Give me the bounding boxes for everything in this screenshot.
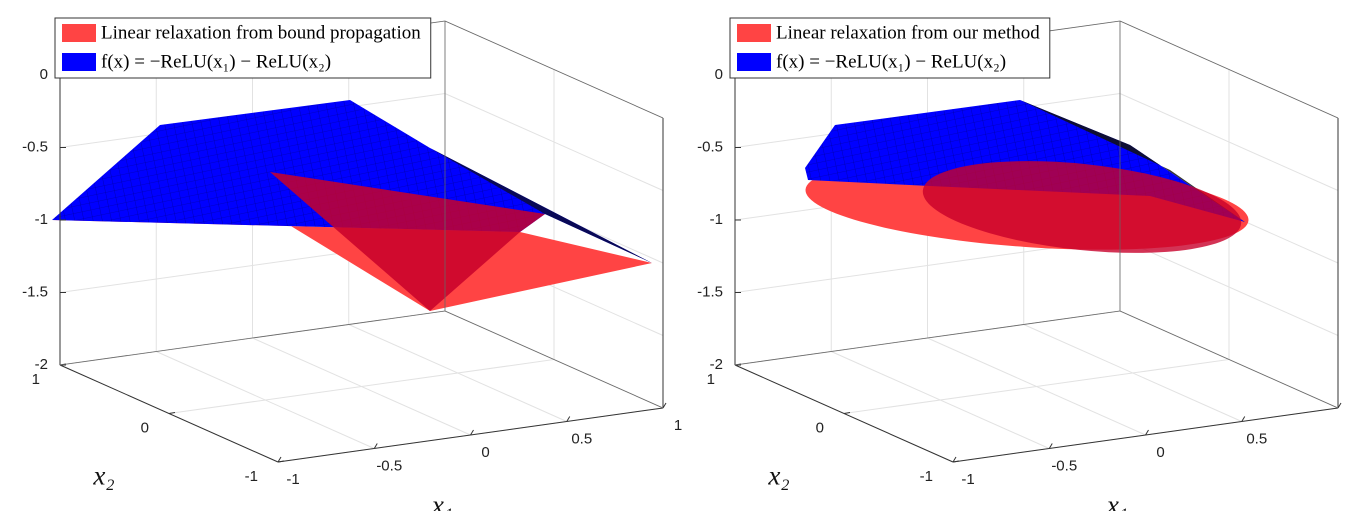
relaxation-surface (52, 195, 652, 311)
z-tick-label: -2 (35, 356, 48, 373)
z-tick-label: 0 (715, 66, 723, 83)
z-tick-label: -0.5 (22, 138, 48, 155)
axis-line (59, 310, 446, 366)
x-axis-label: x₁ (431, 490, 453, 511)
tick-mark (566, 416, 571, 422)
legend-label: f(x) = −ReLU(x₁) − ReLU(x₂) (776, 51, 1006, 72)
y-tick-label: 1 (32, 371, 40, 388)
x-tick-label: -1 (286, 471, 299, 488)
z-tick-label: -0.5 (697, 138, 723, 155)
tick-mark (168, 412, 176, 414)
legend-label: Linear relaxation from our method (776, 22, 1040, 43)
relaxation-overlap (270, 172, 545, 311)
z-tick-label: -1.5 (22, 283, 48, 300)
y-tick-label: -1 (920, 468, 933, 485)
legend-swatch (737, 53, 771, 71)
x-tick-label: -0.5 (1051, 457, 1077, 474)
z-tick-label: -1 (35, 211, 48, 228)
z-tick-label: -1.5 (697, 283, 723, 300)
y-tick-label: 1 (707, 371, 715, 388)
legend-swatch (62, 53, 96, 71)
axis-line (444, 20, 664, 119)
axis-line (444, 310, 664, 409)
axis-line (1119, 310, 1339, 409)
surface-shade (430, 148, 652, 263)
x-axis-label: x₁ (1106, 490, 1128, 511)
axis-line (277, 407, 664, 463)
tick-mark (843, 412, 851, 414)
legend (729, 17, 1051, 79)
tick-mark (1048, 443, 1053, 449)
z-tick-label: -1 (710, 211, 723, 228)
legend (54, 17, 432, 79)
axis-line (59, 364, 279, 463)
x-tick-label: 0 (481, 444, 489, 461)
y-axis-label: x₂ (92, 461, 114, 491)
x-tick-label: 0.5 (1246, 430, 1267, 447)
surface-right (805, 100, 1249, 253)
grid-line (734, 237, 1339, 336)
tick-mark (373, 443, 378, 449)
y-tick-label: 0 (141, 419, 149, 436)
axis-line (734, 310, 1121, 366)
axis-line (1119, 20, 1339, 119)
z-tick-label: -2 (710, 356, 723, 373)
x-tick-label: 0 (1156, 444, 1164, 461)
legend-label: Linear relaxation from bound propagation (101, 22, 421, 43)
grid-line (734, 310, 1339, 409)
grid-line (59, 310, 664, 409)
relaxation-overlap (922, 161, 1242, 253)
z-tick-label: 0 (40, 66, 48, 83)
y-tick-label: -1 (245, 468, 258, 485)
x-tick-label: -0.5 (376, 457, 402, 474)
tick-mark (1241, 416, 1246, 422)
tick-mark (470, 429, 474, 436)
x-tick-label: 1 (674, 417, 682, 434)
axis-line (952, 407, 1339, 463)
tick-mark (1145, 429, 1149, 436)
legend-swatch (737, 24, 771, 42)
legend-swatch (62, 24, 96, 42)
x-tick-label: -1 (961, 471, 974, 488)
y-axis-label: x₂ (767, 461, 789, 491)
surface-left (52, 100, 652, 311)
tick-mark (277, 456, 282, 463)
tick-mark (952, 456, 957, 463)
y-tick-label: 0 (816, 419, 824, 436)
legend-label: f(x) = −ReLU(x₁) − ReLU(x₂) (101, 51, 331, 72)
x-tick-label: 0.5 (571, 430, 592, 447)
axis-line (734, 364, 954, 463)
